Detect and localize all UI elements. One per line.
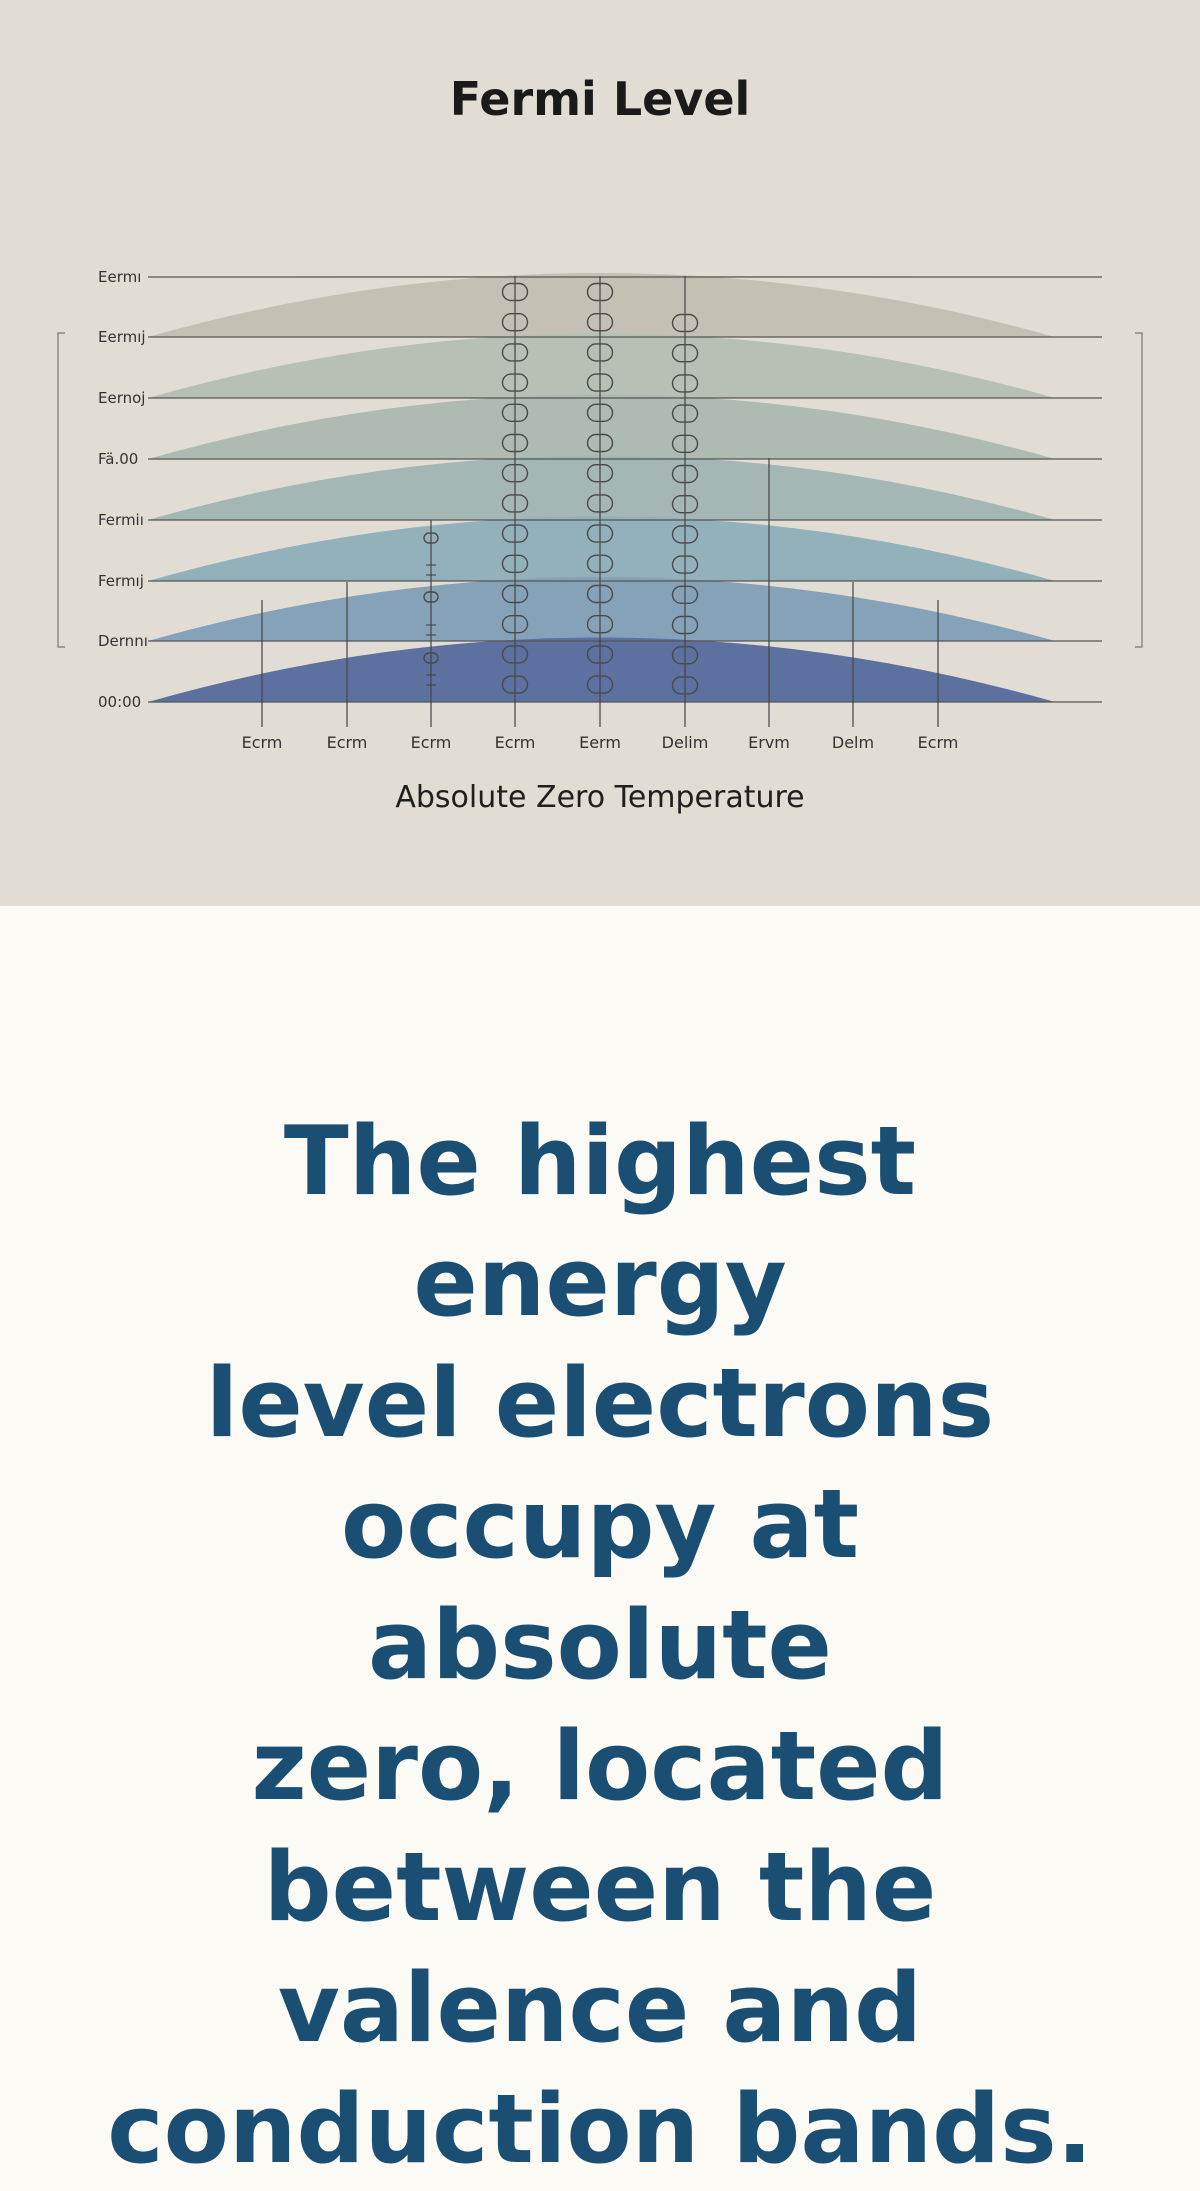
column-label: Ecrm (918, 733, 959, 752)
electron-state (423, 591, 439, 603)
column-label: Delim (662, 733, 709, 752)
column-label: Eerm (579, 733, 621, 752)
column-label: Ecrm (495, 733, 536, 752)
level-label: Fermıj (98, 572, 144, 590)
electron-state (586, 373, 614, 392)
left-bracket (57, 332, 65, 648)
electron-state (501, 675, 529, 694)
energy-band (148, 516, 1055, 581)
definition-text: The highest energy level electrons occup… (100, 1102, 1100, 2191)
right-bracket (1135, 332, 1143, 648)
energy-band (148, 637, 1055, 702)
electron-state (501, 584, 529, 604)
fermi-level-diagram: Eermı Eermıj Eernoj Fä.00 Fermiı Fermıj Dernnı… (57, 268, 1143, 752)
electron-state (423, 652, 439, 664)
electron-state (586, 494, 614, 513)
diagram-caption: Absolute Zero Temperature (395, 780, 805, 815)
electron-state (671, 525, 699, 544)
column-label: Ecrm (411, 733, 452, 752)
electron-state (586, 403, 614, 422)
electron-state (501, 343, 529, 362)
electron-state (671, 555, 699, 574)
definition-line: valence and (277, 1954, 923, 2064)
electron-state (671, 676, 699, 695)
energy-band (148, 333, 1055, 398)
electron-state (501, 464, 529, 483)
electron-state (671, 464, 699, 484)
diagram-panel: Eermı Eermıj Eernoj Fä.00 Fermiı Fermıj Dernnı… (0, 0, 1200, 906)
level-label: 00:00 (98, 693, 141, 711)
definition-line: level electrons (205, 1349, 995, 1459)
electron-state (501, 313, 529, 332)
electron-state (423, 532, 439, 544)
electron-state (671, 374, 699, 393)
electron-state (501, 373, 529, 392)
diagram-title: Fermi Level (449, 72, 751, 126)
level-label: Dernnı (98, 632, 148, 650)
electron-state (501, 554, 529, 573)
energy-band (148, 455, 1055, 520)
electron-state (671, 585, 699, 604)
electron-state (501, 433, 529, 453)
definition-panel: The highest energy level electrons occup… (0, 906, 1200, 2185)
level-label: Eermı (98, 268, 141, 286)
column-label: Ecrm (242, 733, 283, 752)
level-label: Eernoj (98, 389, 145, 407)
electron-state (671, 646, 699, 665)
electron-state (671, 434, 699, 453)
level-label: Fä.00 (98, 450, 138, 468)
column-label: Delm (832, 733, 874, 752)
definition-line: The highest energy (283, 1107, 917, 1338)
electron-state (671, 495, 699, 514)
electron-state (671, 313, 699, 333)
electron-state (586, 433, 614, 453)
electron-state (586, 282, 614, 302)
electron-state (586, 464, 614, 483)
electron-state (586, 584, 614, 604)
definition-line: occupy at absolute (340, 1470, 860, 1701)
column-label: Ecrm (327, 733, 368, 752)
column-label: Ervm (748, 733, 790, 752)
electron-state (671, 344, 699, 363)
level-label: Eermıj (98, 328, 146, 346)
electron-state (671, 404, 699, 423)
electron-state (501, 494, 529, 513)
definition-line: zero, located (251, 1712, 949, 1822)
electron-state (586, 524, 614, 543)
electron-state (586, 554, 614, 573)
energy-band (148, 273, 1055, 337)
definition-line: between the (263, 1833, 937, 1943)
level-label: Fermiı (98, 511, 144, 529)
electron-state (501, 524, 529, 543)
electron-state (671, 615, 699, 635)
electron-state (501, 282, 529, 302)
definition-line: conduction bands. (107, 2075, 1093, 2185)
electron-state (501, 403, 529, 422)
electron-state (586, 645, 614, 664)
electron-state (501, 615, 529, 634)
electron-state (586, 343, 614, 362)
electron-state (586, 313, 614, 332)
energy-band (148, 394, 1055, 459)
electron-state (586, 675, 614, 694)
electron-state (501, 645, 529, 664)
energy-band (148, 577, 1055, 641)
electron-state (586, 615, 614, 634)
